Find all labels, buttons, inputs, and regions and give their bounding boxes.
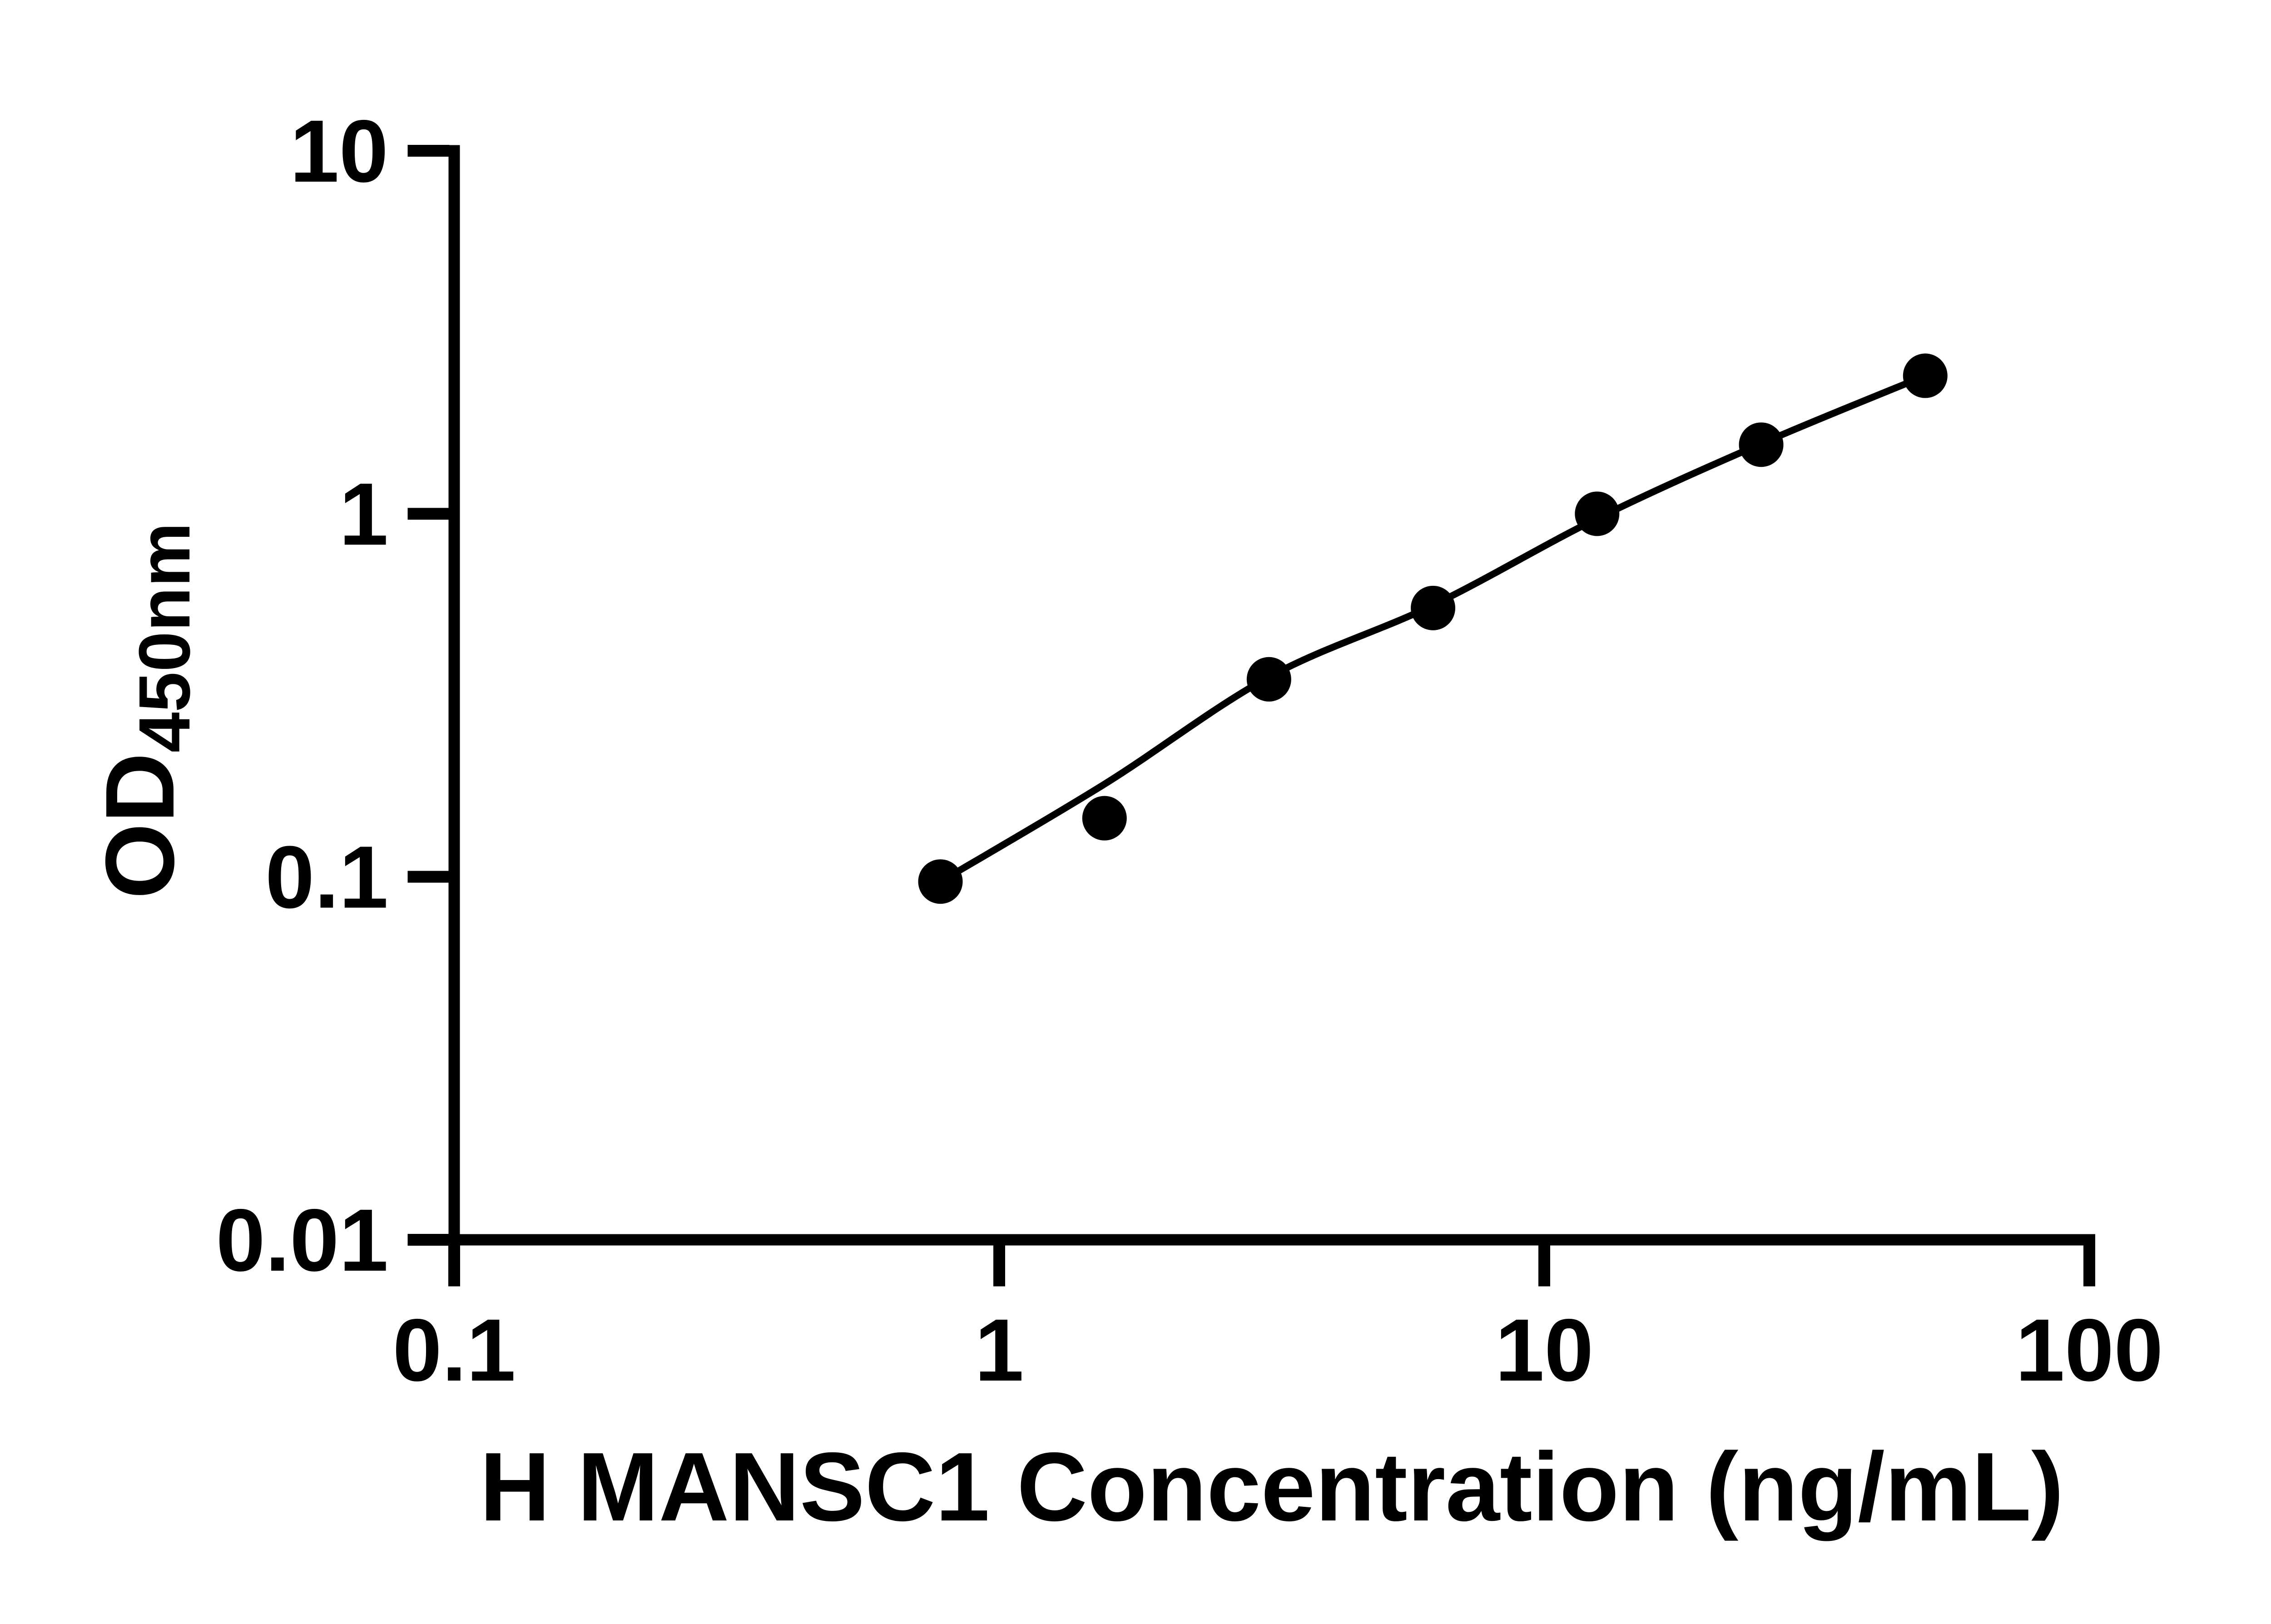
x-tick-label: 0.1: [392, 1301, 516, 1400]
data-points: [918, 353, 1948, 904]
y-tick-label: 1: [339, 465, 388, 564]
axis-lines: [448, 145, 2095, 1246]
y-axis-title-main: OD: [85, 753, 194, 899]
y-tick-label: 0.01: [216, 1191, 388, 1290]
data-point: [1903, 353, 1948, 398]
data-point: [1246, 657, 1291, 702]
y-tick-label: 10: [290, 102, 388, 201]
data-point: [1739, 422, 1784, 467]
x-axis-title: H MANSC1 Concentration (ng/mL): [480, 1432, 2064, 1541]
data-point: [1411, 585, 1456, 630]
x-tick-label: 100: [2015, 1301, 2163, 1400]
data-point: [1082, 796, 1127, 841]
data-point: [918, 859, 963, 904]
y-axis-title: OD450nm: [84, 522, 205, 899]
data-point: [1575, 491, 1620, 536]
x-tick-label: 1: [975, 1301, 1024, 1400]
y-tick-label: 0.1: [265, 828, 388, 927]
tick-marks: [407, 145, 2095, 1287]
y-axis-title-subscript: 450nm: [124, 522, 205, 753]
x-tick-label: 10: [1495, 1301, 1594, 1400]
